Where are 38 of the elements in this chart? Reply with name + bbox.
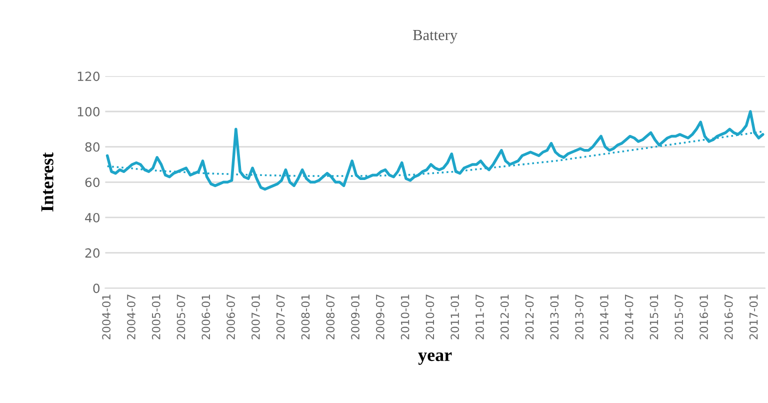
y-tick-label: 60 (85, 178, 100, 188)
x-tick-label: 2013-01 (550, 294, 559, 340)
x-tick-label: 2006-07 (226, 294, 235, 340)
x-tick-label: 2006-01 (202, 294, 210, 340)
x-tick-label: 2008-01 (301, 294, 310, 340)
x-tick-label: 2015-01 (650, 294, 658, 340)
x-tick-label: 2009-01 (351, 294, 360, 340)
x-tick-label: 2016-07 (724, 294, 733, 340)
line-series (106, 110, 764, 191)
x-tick-label: 2009-07 (376, 294, 384, 340)
x-tick-label: 2014-07 (624, 294, 634, 340)
y-tick-label: 100 (78, 106, 100, 116)
x-tick-label: 2011-01 (450, 294, 460, 340)
x-tick-label: 2010-07 (426, 294, 434, 340)
x-tick-label: 2011-07 (476, 294, 484, 340)
y-tick-label: 40 (85, 212, 100, 222)
y-tick-label: 20 (85, 248, 100, 258)
x-tick-label: 2014-01 (600, 294, 608, 340)
x-tick-label: 2015-07 (674, 294, 684, 340)
x-tick-label: 2012-01 (500, 294, 509, 340)
y-tick-label: 120 (78, 72, 100, 82)
y-tick-label: 0 (93, 284, 100, 294)
x-tick-label: 2004-01 (102, 294, 111, 340)
x-tick-label: 2005-07 (176, 294, 186, 340)
x-tick-label: 2010-01 (400, 294, 410, 340)
y-axis-title: Interest (41, 152, 54, 212)
x-tick-label: 2007-01 (251, 294, 260, 340)
x-tick-label: 2004-07 (127, 294, 136, 340)
x-tick-label: 2005-01 (152, 294, 160, 340)
x-tick-label: 2017-01 (749, 294, 758, 340)
y-tick-label: 80 (85, 142, 100, 152)
x-tick-label: 2013-07 (575, 294, 584, 340)
x-tick-label: 2012-07 (525, 294, 534, 340)
x-axis-title: year (418, 352, 452, 365)
x-tick-label: 2016-01 (700, 294, 708, 340)
x-tick-label: 2008-07 (326, 294, 335, 340)
chart-title: Battery (413, 30, 458, 44)
x-tick-label: 2007-07 (276, 294, 285, 340)
